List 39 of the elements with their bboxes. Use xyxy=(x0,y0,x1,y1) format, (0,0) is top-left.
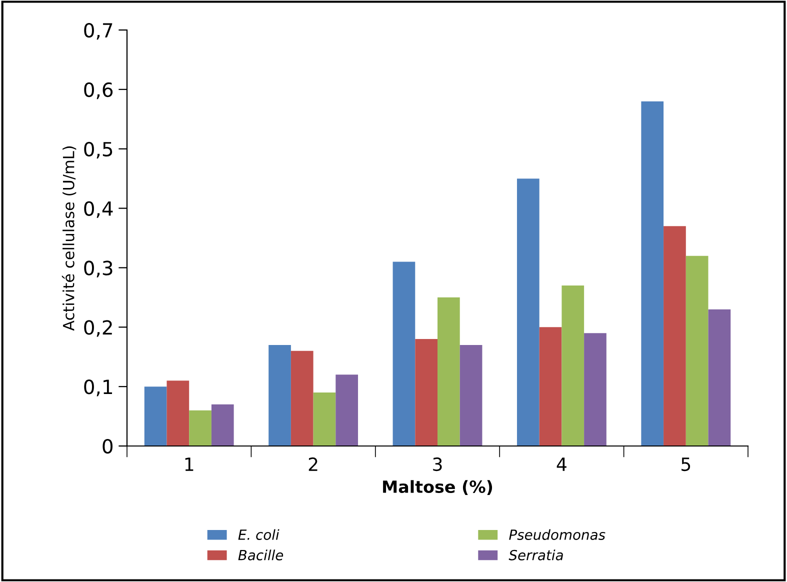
legend-label: E. coli xyxy=(238,529,280,540)
y-tick-label: 0,3 xyxy=(84,260,112,278)
bar xyxy=(392,262,416,446)
legend-label: Pseudomonas xyxy=(509,529,606,540)
y-tick-label: 0,5 xyxy=(84,142,112,159)
bar xyxy=(584,333,606,446)
legend-label: Bacille xyxy=(238,550,284,560)
bar xyxy=(166,380,190,446)
y-axis-title: Activité cellulase (U/mL) xyxy=(62,146,76,331)
bar xyxy=(290,350,314,446)
y-tick-label: 0,6 xyxy=(84,82,113,100)
y-tick-label: 0,2 xyxy=(84,320,112,337)
x-tick-label: 3 xyxy=(433,457,442,472)
y-tick-label: 0 xyxy=(102,438,113,454)
x-tick-label: 5 xyxy=(682,458,690,472)
bar xyxy=(336,374,358,446)
x-tick-label: 1 xyxy=(185,458,194,471)
legend-label: Serratia xyxy=(508,550,563,560)
x-tick-label: 4 xyxy=(556,458,566,471)
bar xyxy=(664,226,686,446)
bar xyxy=(641,101,664,446)
y-tick-label: 0,1 xyxy=(84,380,112,396)
bar xyxy=(268,344,291,446)
bar xyxy=(539,327,562,446)
y-tick-label: 0,4 xyxy=(84,201,113,218)
bar xyxy=(313,392,336,446)
x-axis-title: Maltose (%) xyxy=(383,480,492,496)
bar xyxy=(708,309,731,446)
bar xyxy=(686,256,708,446)
bar xyxy=(460,344,482,446)
bar xyxy=(144,386,167,446)
bar xyxy=(211,404,234,446)
bar xyxy=(189,410,212,446)
x-tick-label: 2 xyxy=(308,457,318,471)
bar xyxy=(516,178,540,446)
bar xyxy=(415,339,438,446)
bar xyxy=(438,297,460,446)
bar xyxy=(562,286,584,446)
y-tick-label: 0,7 xyxy=(84,22,112,40)
